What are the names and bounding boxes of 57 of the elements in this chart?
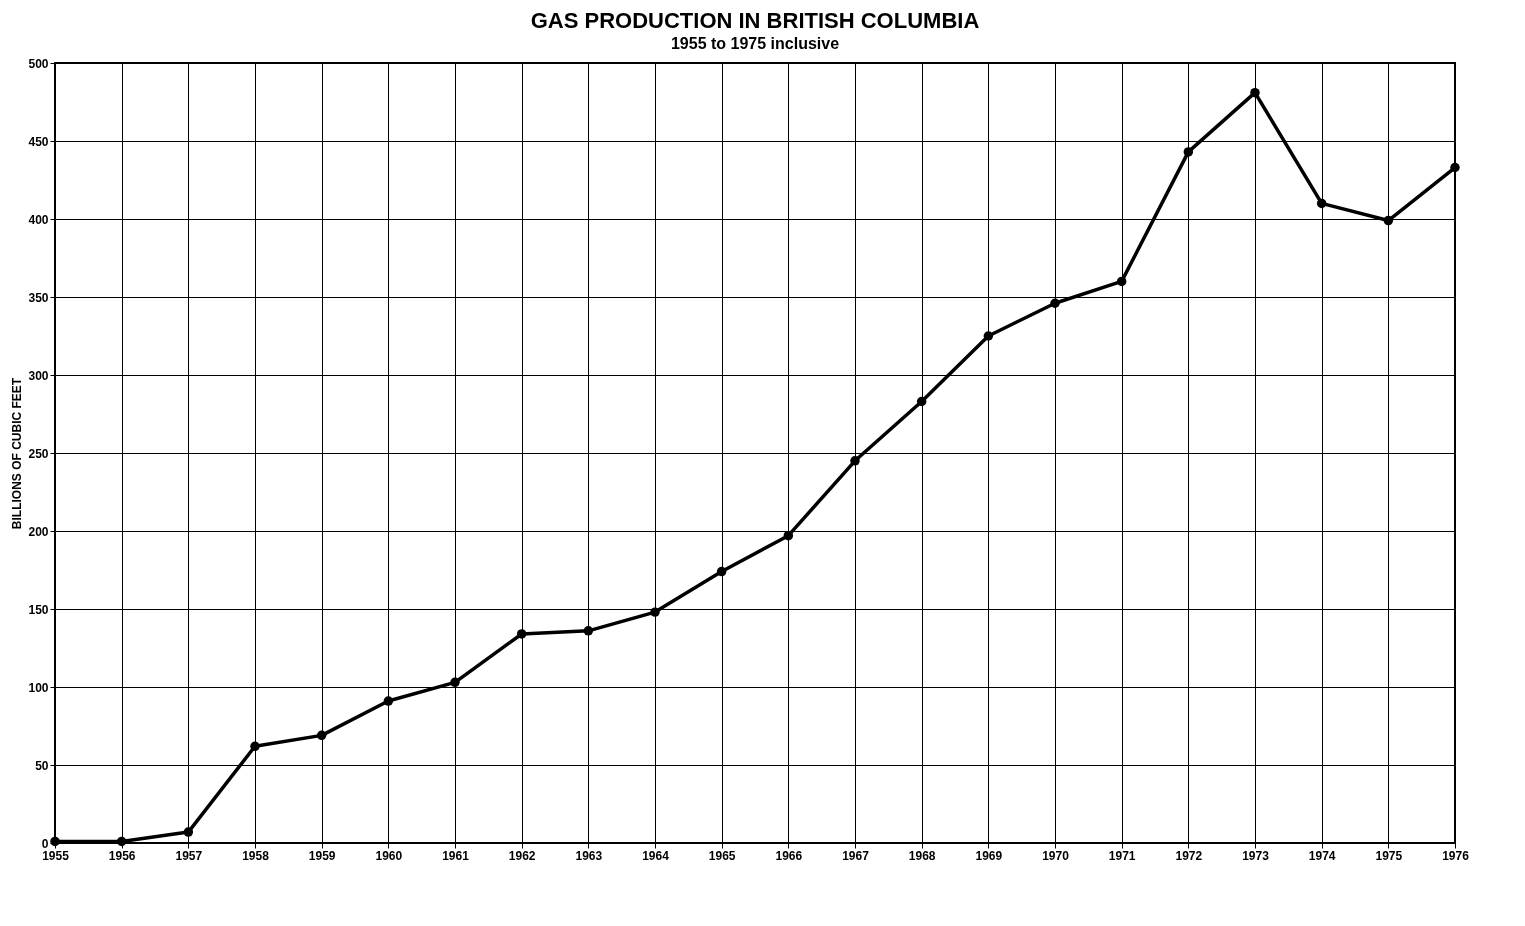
point xyxy=(583,626,594,636)
x-tick-label: 1963 xyxy=(575,848,603,863)
x-tick-label: 1957 xyxy=(175,848,203,863)
point xyxy=(850,456,860,466)
point xyxy=(316,730,327,741)
point xyxy=(1250,87,1260,98)
x-tick-label: 1958 xyxy=(242,848,270,863)
x-tick-label: 1971 xyxy=(1108,848,1136,863)
point xyxy=(1050,298,1060,308)
y-axis-title: BILLIONS OF CUBIC FEET xyxy=(10,377,25,530)
x-tick-label: 1959 xyxy=(308,848,336,863)
chart-subtitle: 1955 to 1975 inclusive xyxy=(670,35,840,52)
x-tick-label: 1968 xyxy=(908,848,936,863)
point xyxy=(50,836,60,847)
x-tick-label: 1975 xyxy=(1375,848,1403,863)
point xyxy=(1183,147,1194,157)
point xyxy=(716,566,727,577)
point xyxy=(650,607,660,617)
x-tick-label: 1964 xyxy=(642,848,670,863)
y-tick-label: 300 xyxy=(28,368,49,383)
y-tick-label: 250 xyxy=(28,446,49,461)
point xyxy=(250,741,260,752)
point xyxy=(116,836,127,847)
y-tick-label: 150 xyxy=(28,602,49,617)
point xyxy=(516,629,527,639)
y-tick-label: 100 xyxy=(28,680,49,695)
x-tick-label: 1967 xyxy=(842,848,870,863)
y-tick-label: 50 xyxy=(35,758,49,773)
x-tick-label: 1972 xyxy=(1175,848,1203,863)
point xyxy=(383,696,394,706)
point xyxy=(183,827,194,837)
point xyxy=(983,331,994,341)
point xyxy=(916,396,927,407)
point xyxy=(1316,198,1327,209)
y-tick-label: 200 xyxy=(28,524,49,539)
y-tick-label: 500 xyxy=(28,56,49,71)
x-tick-label: 1973 xyxy=(1242,848,1270,863)
point xyxy=(1116,276,1127,287)
x-tick-label: 1976 xyxy=(1442,848,1470,863)
x-tick-label: 1956 xyxy=(108,848,136,863)
x-tick-label: 1960 xyxy=(375,848,403,863)
y-tick-label: 350 xyxy=(28,290,49,305)
x-tick-label: 1961 xyxy=(442,848,470,863)
point xyxy=(1450,162,1460,173)
y-tick-label: 450 xyxy=(28,134,49,149)
point xyxy=(450,677,460,688)
x-tick-label: 1969 xyxy=(975,848,1003,863)
x-tick-label: 1955 xyxy=(42,848,70,863)
y-tick-label: 400 xyxy=(28,212,49,227)
y-tick-label: 0 xyxy=(41,836,49,851)
x-tick-label: 1966 xyxy=(775,848,803,863)
x-tick-label: 1965 xyxy=(708,848,736,863)
x-tick-label: 1970 xyxy=(1042,848,1070,863)
x-tick-label: 1962 xyxy=(508,848,536,863)
point xyxy=(1383,215,1394,226)
chart-title: GAS PRODUCTION IN BRITISH COLUMBIA xyxy=(530,8,980,33)
x-tick-label: 1974 xyxy=(1308,848,1336,863)
